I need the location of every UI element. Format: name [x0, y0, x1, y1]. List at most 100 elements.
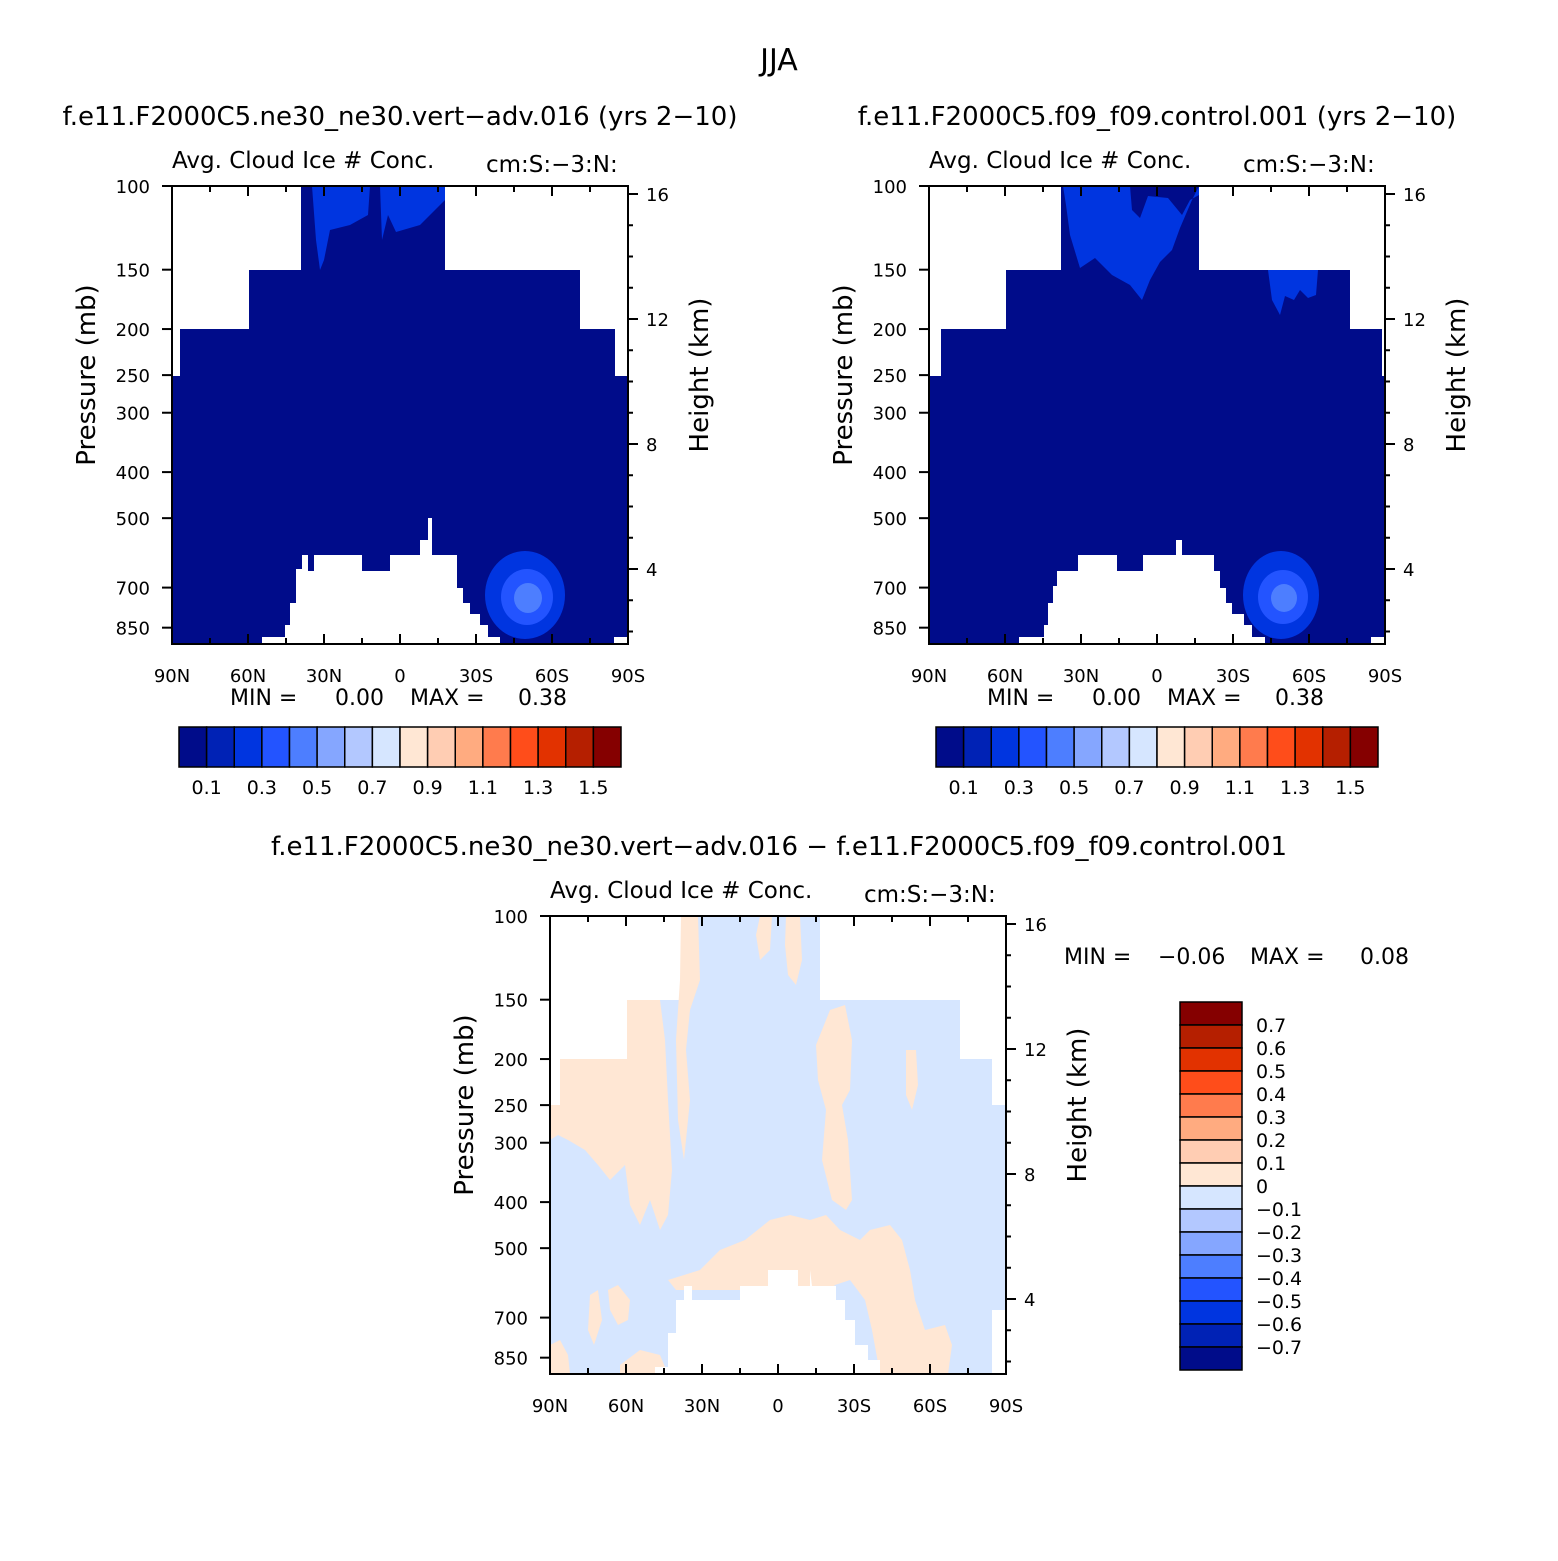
left-colorbar-box — [482, 726, 512, 768]
right-colorbar-label: 0.1 — [949, 777, 979, 799]
right-colorbar-box — [1101, 726, 1131, 768]
right-x-tick-label: 0 — [1151, 666, 1162, 687]
right-colorbar-label: 0.3 — [1004, 777, 1034, 799]
left-colorbar-label: 1.1 — [468, 777, 498, 799]
diff-colorbar-label: 0.1 — [1256, 1153, 1286, 1175]
left-colorbar-box — [316, 726, 346, 768]
left-y-tick-label: 250 — [116, 366, 150, 387]
left-plot-units: cm:S:−3:N: — [486, 152, 618, 178]
right-colorbar-box — [1322, 726, 1352, 768]
right-y2-tick-label: 16 — [1403, 185, 1426, 206]
diff-colorbar-box — [1179, 1070, 1243, 1095]
right-colorbar-label: 0.5 — [1059, 777, 1089, 799]
left-colorbar-box — [426, 726, 456, 768]
diff-colorbar-box — [1179, 1300, 1243, 1325]
diff-min-label: MIN = — [1064, 945, 1131, 970]
left-colorbar-box — [537, 726, 567, 768]
left-colorbar-box — [371, 726, 401, 768]
right-x-tick-label: 30N — [1063, 666, 1099, 687]
left-ice-blue-top — [302, 186, 445, 270]
diff-colorbar-box — [1179, 1231, 1243, 1256]
left-max-value: 0.38 — [518, 686, 567, 711]
right-colorbar-label: 0.9 — [1170, 777, 1200, 799]
left-plot-title: Avg. Cloud Ice # Conc. — [172, 148, 434, 174]
right-max-value: 0.38 — [1275, 686, 1324, 711]
diff-max-value: 0.08 — [1360, 945, 1409, 970]
season-title: JJA — [758, 43, 798, 78]
right-x-tick-label: 60N — [987, 666, 1023, 687]
diff-colorbar-label: 0.5 — [1256, 1061, 1286, 1083]
diff-min-value: −0.06 — [1158, 945, 1225, 970]
diff-panel: Avg. Cloud Ice # Conc. cm:S:−3:N: 90N 60N… — [450, 878, 1409, 1417]
left-y-tick-label: 150 — [116, 261, 150, 282]
left-case-title: f.e11.F2000C5.ne30_ne30.vert−adv.016 (yr… — [63, 102, 738, 132]
right-colorbar-box — [990, 726, 1020, 768]
right-colorbar-label: 0.7 — [1114, 777, 1144, 799]
diff-x-tick-label: 90S — [989, 1396, 1023, 1417]
right-y-tick-label: 200 — [873, 320, 907, 341]
diff-colorbar-label: 0.3 — [1256, 1107, 1286, 1129]
right-field — [929, 186, 1385, 644]
diff-positive-patch-4 — [785, 916, 802, 985]
diff-colorbar-box — [1179, 1162, 1243, 1187]
left-y-tick-label: 850 — [116, 619, 150, 640]
diff-y-tick-label: 850 — [494, 1349, 528, 1370]
diff-colorbar-box — [1179, 1277, 1243, 1302]
left-colorbar-box — [233, 726, 263, 768]
diff-y-tick-label: 150 — [494, 991, 528, 1012]
right-ice-blue-top — [1063, 186, 1199, 300]
diff-colorbar-box — [1179, 1139, 1243, 1164]
left-y-tick-label: 700 — [116, 579, 150, 600]
diff-y-tick-label: 300 — [494, 1134, 528, 1155]
diff-colorbar-label: 0.4 — [1256, 1084, 1286, 1106]
left-x-tick-label: 60S — [535, 666, 569, 687]
left-y-tick-label: 300 — [116, 404, 150, 425]
diff-ice-free-lower — [655, 1270, 880, 1374]
right-colorbar-label: 1.1 — [1225, 777, 1255, 799]
right-colorbar-box — [1045, 726, 1075, 768]
right-plot-title: Avg. Cloud Ice # Conc. — [929, 148, 1191, 174]
left-y2-tick-label: 12 — [646, 310, 669, 331]
left-colorbar-label: 1.3 — [523, 777, 553, 799]
diff-positive-patch-1 — [550, 1000, 672, 1230]
left-axes: 90N 60N 30N 0 30S 60S 90S 100 150 200 250 300 400 500… — [72, 177, 715, 687]
left-colorbar-box — [592, 726, 622, 768]
left-colorbar-label: 0.3 — [247, 777, 277, 799]
diff-colorbar-box — [1179, 1346, 1243, 1371]
right-ice-blue-south — [1268, 270, 1318, 315]
right-colorbar-box — [1073, 726, 1103, 768]
right-colorbar-box — [1266, 726, 1296, 768]
diff-colorbar-box — [1179, 1323, 1243, 1348]
diff-colorbar-label: −0.2 — [1256, 1222, 1302, 1244]
left-colorbar-box — [178, 726, 208, 768]
diff-y2-axis-label: Height (km) — [1063, 1028, 1093, 1183]
left-x-tick-label: 60N — [230, 666, 266, 687]
diff-colorbar-box — [1179, 1047, 1243, 1072]
diff-case-title: f.e11.F2000C5.ne30_ne30.vert−adv.016 − f… — [271, 832, 1287, 862]
diff-colorbar-label: 0.7 — [1256, 1015, 1286, 1037]
left-y-tick-label: 200 — [116, 320, 150, 341]
diff-colorbar-box — [1179, 1116, 1243, 1141]
right-y-tick-label: 250 — [873, 366, 907, 387]
right-panel: Avg. Cloud Ice # Conc. cm:S:−3:N: 90N 60N… — [829, 148, 1472, 799]
diff-y-tick-label: 250 — [494, 1096, 528, 1117]
left-x-tick-label: 90N — [154, 666, 190, 687]
diff-colorbar-label: −0.4 — [1256, 1268, 1302, 1290]
right-colorbar-box — [1211, 726, 1241, 768]
right-mid-lat-inner — [1271, 584, 1297, 612]
right-colorbar-label: 1.5 — [1335, 777, 1365, 799]
diff-colorbar-label: −0.7 — [1256, 1337, 1302, 1359]
diff-y-tick-label: 100 — [494, 907, 528, 928]
right-y-tick-label: 500 — [873, 509, 907, 530]
left-y2-tick-label: 4 — [646, 560, 657, 581]
right-min-label: MIN = — [987, 686, 1054, 711]
left-field-main — [172, 186, 628, 644]
left-field — [172, 186, 628, 644]
diff-colorbar-box — [1179, 1208, 1243, 1233]
diff-field — [550, 916, 1006, 1374]
left-colorbar-label: 0.5 — [302, 777, 332, 799]
left-x-tick-label: 90S — [611, 666, 645, 687]
diff-y2-tick-label: 8 — [1024, 1165, 1035, 1186]
right-colorbar-box — [1156, 726, 1186, 768]
diff-colorbar-label: 0.2 — [1256, 1130, 1286, 1152]
